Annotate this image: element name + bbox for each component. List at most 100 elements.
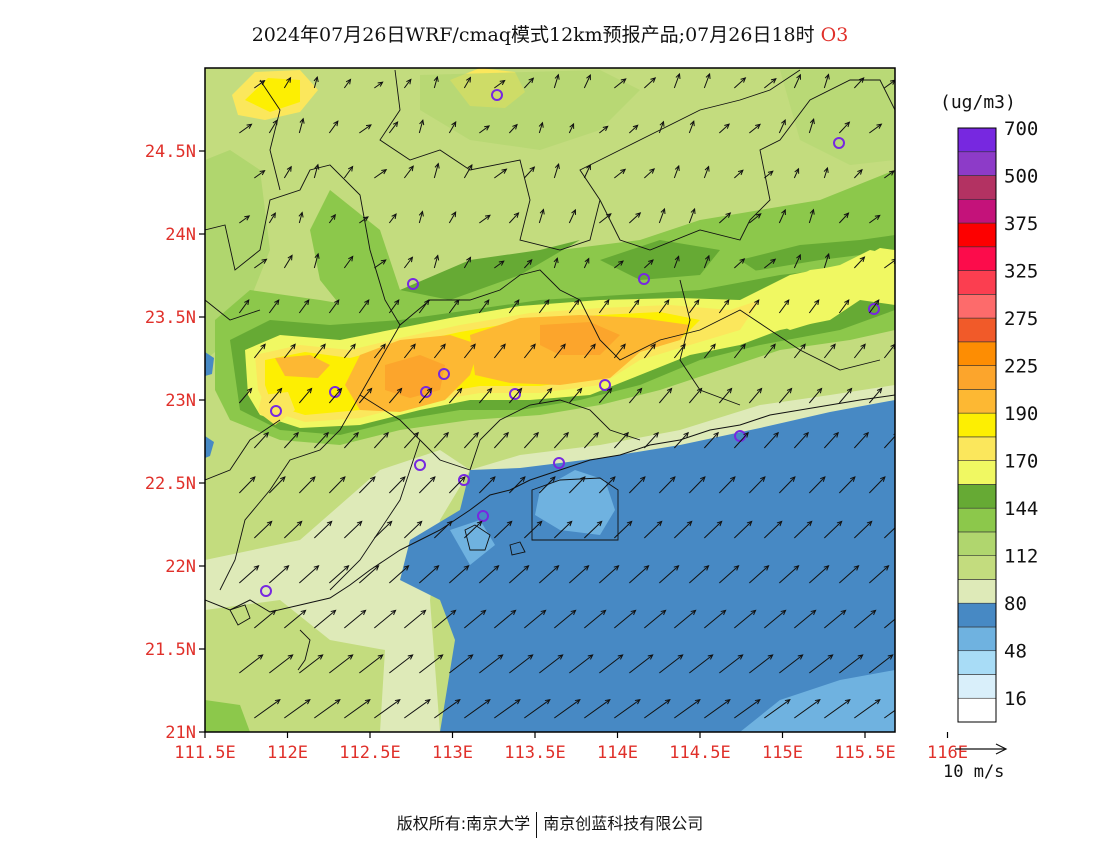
wind-arrow bbox=[643, 431, 659, 449]
wind-arrow bbox=[464, 699, 491, 719]
wind-arrow bbox=[794, 699, 821, 719]
wind-arrow bbox=[568, 299, 580, 314]
wind-arrow bbox=[883, 527, 895, 539]
wind-arrow bbox=[388, 387, 403, 404]
wind-arrow bbox=[823, 166, 829, 179]
wind-arrow bbox=[509, 654, 534, 674]
wind-arrow bbox=[403, 343, 416, 359]
wind-arrow bbox=[688, 299, 700, 314]
wind-scale-label: 10 m/s bbox=[943, 762, 1005, 782]
wind-arrow bbox=[554, 699, 581, 719]
wind-arrow bbox=[388, 213, 397, 224]
wind-arrow bbox=[329, 654, 354, 674]
wind-arrow bbox=[418, 299, 430, 314]
wind-arrow bbox=[523, 343, 536, 359]
wind-arrow bbox=[689, 565, 710, 584]
boundary-line bbox=[329, 439, 421, 591]
wind-arrow bbox=[869, 123, 883, 134]
wind-arrow bbox=[374, 609, 397, 629]
wind-arrow bbox=[283, 343, 296, 359]
wind-arrow bbox=[433, 431, 449, 449]
wind-arrow bbox=[494, 260, 505, 269]
wind-arrow bbox=[884, 170, 895, 179]
legend-swatch bbox=[957, 484, 997, 509]
wind-arrow bbox=[599, 125, 609, 134]
wind-arrow bbox=[688, 387, 703, 404]
legend-swatch bbox=[957, 555, 997, 580]
wind-arrow bbox=[703, 431, 719, 449]
field-core-deep-1 bbox=[385, 355, 445, 398]
wind-arrow bbox=[793, 253, 801, 269]
wind-arrow bbox=[628, 476, 646, 494]
station-marker bbox=[491, 89, 503, 101]
region-box bbox=[531, 477, 619, 541]
boundary-line bbox=[259, 79, 281, 191]
wind-arrow bbox=[703, 520, 723, 539]
wind-arrow bbox=[823, 73, 830, 89]
station-marker bbox=[260, 585, 272, 597]
wind-arrow bbox=[418, 210, 424, 224]
wind-arrow bbox=[763, 520, 783, 539]
wind-arrow bbox=[614, 609, 637, 629]
wind-arrow bbox=[628, 124, 639, 134]
wind-arrow bbox=[374, 169, 388, 179]
wind-arrow bbox=[839, 654, 864, 674]
wind-arrow bbox=[853, 168, 863, 179]
wind-arrow bbox=[838, 299, 850, 314]
wind-scale-arrow bbox=[955, 743, 1008, 755]
wind-arrow bbox=[808, 208, 815, 224]
wind-arrow bbox=[853, 256, 866, 269]
wind-arrow bbox=[583, 343, 596, 359]
wind-arrow bbox=[823, 431, 839, 449]
wind-arrow bbox=[839, 565, 860, 584]
wind-arrow bbox=[314, 699, 341, 719]
legend-swatch bbox=[957, 127, 997, 153]
wind-arrow bbox=[448, 299, 460, 314]
wind-arrow bbox=[868, 476, 886, 494]
wind-arrow bbox=[373, 343, 386, 359]
wind-arrow bbox=[673, 255, 680, 269]
wind-arrow bbox=[358, 476, 376, 494]
station-marker bbox=[868, 303, 880, 315]
wind-arrow bbox=[688, 207, 696, 224]
wind-arrow bbox=[433, 162, 440, 179]
wind-arrow bbox=[793, 520, 813, 539]
wind-arrow bbox=[538, 387, 553, 404]
lat-label: 24.5N bbox=[145, 142, 196, 162]
legend-tick-label: 325 bbox=[1004, 261, 1038, 283]
wind-arrow bbox=[613, 343, 626, 359]
wind-arrow bbox=[838, 476, 856, 494]
wind-arrow bbox=[343, 78, 352, 89]
wind-arrow bbox=[299, 654, 324, 674]
wind-arrow bbox=[778, 119, 786, 134]
wind-arrow bbox=[538, 476, 556, 494]
wind-arrow bbox=[553, 73, 560, 89]
wind-arrow bbox=[374, 259, 387, 269]
field-edge-blue-2 bbox=[205, 436, 214, 458]
wind-arrow bbox=[463, 164, 473, 179]
wind-arrow bbox=[313, 520, 333, 539]
wind-arrow bbox=[524, 609, 547, 629]
wind-arrow bbox=[793, 343, 806, 359]
wind-arrow bbox=[673, 343, 686, 359]
field-dark-green-streak bbox=[400, 240, 580, 300]
wind-arrow bbox=[253, 520, 273, 539]
wind-arrow bbox=[284, 609, 307, 629]
wind-arrow bbox=[404, 699, 431, 719]
wind-arrow bbox=[658, 207, 666, 224]
legend-colorbar: 16 48 80 112 144 170 190 225 275 325 375 500 700 bbox=[957, 118, 1038, 723]
wind-arrow bbox=[703, 72, 711, 89]
wind-arrow bbox=[599, 654, 624, 674]
wind-arrow bbox=[238, 476, 256, 494]
wind-arrow bbox=[853, 431, 869, 449]
lat-label: 21N bbox=[165, 723, 196, 743]
field-dark-green-streak-2 bbox=[600, 240, 720, 280]
wind-arrow bbox=[703, 165, 710, 179]
wind-arrow bbox=[553, 162, 560, 179]
wind-arrow bbox=[479, 654, 504, 674]
field-north-yellow-1b bbox=[245, 78, 300, 112]
wind-arrow bbox=[479, 565, 500, 584]
wind-arrow bbox=[254, 699, 281, 719]
wind-arrow bbox=[658, 299, 670, 314]
wind-arrow bbox=[599, 565, 620, 584]
